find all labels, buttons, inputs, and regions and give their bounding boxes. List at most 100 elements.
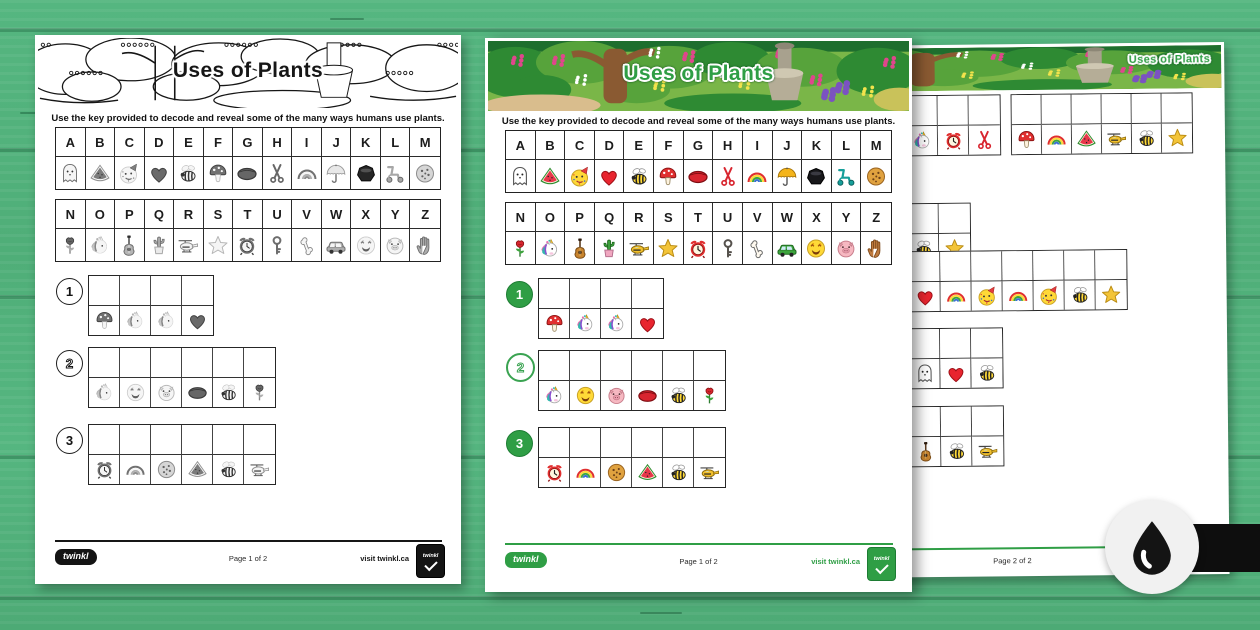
watermelon-icon bbox=[538, 164, 562, 188]
key-letter-cell: J bbox=[321, 128, 352, 157]
page-title: Uses of Plants bbox=[623, 62, 774, 85]
key-icon-cell bbox=[506, 160, 536, 192]
key-letter-cell: X bbox=[802, 203, 832, 232]
key-letter-cell: K bbox=[802, 131, 832, 160]
key-icon-cell bbox=[832, 160, 862, 192]
unicorn-icon bbox=[88, 233, 112, 257]
car-icon bbox=[324, 233, 348, 257]
code-icon-cell bbox=[968, 125, 1001, 155]
key-letter-cell: N bbox=[506, 203, 536, 232]
rainbow-icon bbox=[295, 161, 319, 185]
bee-icon bbox=[627, 164, 651, 188]
key-letter-cell: I bbox=[742, 131, 773, 160]
question-number-badge: 3 bbox=[56, 427, 83, 454]
question-grid bbox=[88, 424, 276, 485]
code-icon-cell bbox=[937, 125, 970, 155]
watermelon-icon bbox=[1074, 127, 1098, 151]
answer-box bbox=[694, 351, 725, 381]
code-icon-cell bbox=[909, 358, 941, 389]
footer-divider bbox=[505, 543, 893, 546]
code-icon-cell bbox=[89, 306, 120, 335]
code-icon-cell bbox=[539, 309, 570, 338]
scissors-icon bbox=[972, 128, 996, 152]
unicorn-icon bbox=[604, 312, 628, 336]
key-letter-cell: F bbox=[203, 128, 234, 157]
helicopter-icon bbox=[976, 439, 1000, 463]
key-icon-cell bbox=[145, 229, 175, 261]
code-icon-cell bbox=[89, 455, 120, 484]
code-icon-cell bbox=[213, 455, 244, 484]
hockey-puck-icon bbox=[804, 164, 828, 188]
key-letter-cell: O bbox=[535, 203, 566, 232]
answer-box bbox=[970, 328, 1003, 359]
key-letter-cell: P bbox=[565, 203, 595, 232]
code-icon-cell bbox=[539, 381, 570, 410]
key-letter-cell: S bbox=[654, 203, 684, 232]
worksheet-header-illustration bbox=[38, 38, 458, 108]
scooter-icon bbox=[383, 161, 407, 185]
question-number-badge: 1 bbox=[506, 281, 533, 308]
key-letter-cell: Q bbox=[144, 200, 175, 229]
visit-link: visit twinkl.ca bbox=[360, 554, 409, 563]
key-letter-cell: V bbox=[292, 200, 322, 229]
heart-icon bbox=[943, 361, 967, 385]
answer-box bbox=[570, 428, 601, 458]
unicorn-icon bbox=[154, 309, 178, 333]
cookie-icon bbox=[604, 461, 628, 485]
key-icon-cell bbox=[624, 160, 655, 192]
worksheet-page-1-colour[interactable]: Uses of Plants Use the key provided to de… bbox=[485, 38, 912, 592]
key-letter-cell: R bbox=[624, 203, 655, 232]
answer-box bbox=[940, 406, 973, 437]
code-icon-cell bbox=[244, 378, 275, 407]
answer-box bbox=[939, 328, 972, 359]
answer-box-row bbox=[89, 425, 275, 455]
code-icon-cell bbox=[182, 455, 213, 484]
answer-box bbox=[1011, 94, 1042, 126]
key-letter-cell: K bbox=[351, 128, 381, 157]
worksheet-page-1-blackwhite[interactable]: Uses of Plants Use the key provided to de… bbox=[35, 35, 461, 584]
key-icon-cell bbox=[115, 157, 145, 189]
key-letter-cell: R bbox=[174, 200, 204, 229]
rose-icon bbox=[698, 384, 722, 408]
key-letter-cell: V bbox=[742, 203, 773, 232]
helicopter-icon bbox=[176, 233, 200, 257]
key-letter-cell: M bbox=[410, 128, 440, 157]
instruction-text: Use the key provided to decode and revea… bbox=[51, 113, 445, 124]
football-icon bbox=[185, 381, 209, 405]
key-icon-cell bbox=[322, 157, 352, 189]
rainbow-icon bbox=[745, 164, 769, 188]
key-icon-cell bbox=[536, 232, 566, 264]
answer-box bbox=[663, 428, 694, 458]
answer-box bbox=[151, 425, 182, 455]
heart-icon bbox=[147, 161, 171, 185]
answer-box bbox=[971, 251, 1003, 282]
party-face-icon bbox=[568, 164, 592, 188]
rainbow-icon bbox=[944, 284, 968, 308]
star-icon bbox=[656, 236, 680, 260]
answer-box bbox=[907, 203, 939, 235]
ink-drop-logo[interactable] bbox=[1105, 500, 1199, 594]
answer-box bbox=[663, 351, 694, 381]
key-letter-cell: A bbox=[506, 131, 536, 160]
answer-box bbox=[601, 279, 632, 309]
key-letter-cell: X bbox=[351, 200, 381, 229]
code-icon-cell bbox=[1011, 124, 1043, 155]
code-icon-cell bbox=[632, 309, 663, 338]
helicopter-icon bbox=[698, 461, 722, 485]
answer-box-row bbox=[89, 276, 213, 306]
question-grid bbox=[538, 427, 726, 488]
toadstool-icon bbox=[656, 164, 680, 188]
key-icon-cell bbox=[381, 157, 411, 189]
answer-box bbox=[971, 406, 1004, 437]
worksheet-page-2-colour[interactable]: Uses of Plants Page 2 of 2 bbox=[790, 42, 1230, 579]
code-icon-cell bbox=[632, 458, 663, 487]
answer-box bbox=[182, 348, 213, 378]
code-icon-cell bbox=[601, 458, 632, 487]
answer-box bbox=[570, 351, 601, 381]
watermelon-icon bbox=[185, 458, 209, 482]
ghost-icon bbox=[508, 164, 532, 188]
